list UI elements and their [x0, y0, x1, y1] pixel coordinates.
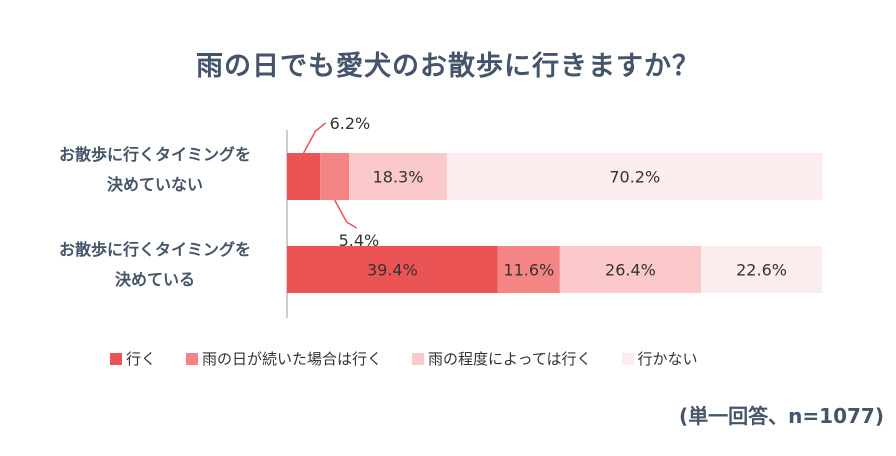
bar-segment-1-0: [287, 246, 498, 293]
category-label-0-line2: 決めていない: [106, 175, 203, 194]
bar-segment-0-2: [349, 153, 447, 200]
category-label-1-line2: 決めている: [114, 270, 195, 289]
legend-item-3: 行かない: [621, 348, 698, 369]
legend-swatch-2: [412, 352, 425, 365]
bar-segment-1-2: [559, 246, 702, 293]
data-label-1-0: 39.4%: [367, 261, 418, 280]
data-label-0-1: 5.4%: [339, 231, 380, 250]
legend-item-1: 雨の日が続いた場合は行く: [186, 348, 382, 369]
callout-line-0-0: [302, 122, 327, 154]
legend-swatch-0: [110, 352, 122, 365]
legend-label-1: 雨の日が続いた場合は行く: [202, 350, 383, 368]
legend-swatch-3: [621, 352, 634, 365]
data-label-1-1: 11.6%: [503, 261, 554, 280]
bar-segment-1-3: [701, 246, 822, 293]
legend: 行く 雨の日が続いた場合は行く 雨の程度によっては行く 行かない: [110, 348, 728, 369]
chart-title: 雨の日でも愛犬のお散歩に行きますか？: [196, 51, 700, 82]
callout-line-0-1: [333, 199, 358, 229]
legend-item-2: 雨の程度によっては行く: [412, 348, 592, 369]
sample-note: (単一回答、n=1077): [679, 404, 884, 428]
bar-segment-0-1: [320, 153, 350, 200]
category-label-0: お散歩に行くタイミングを 決めていない: [30, 140, 280, 200]
bar-segment-0-3: [446, 153, 823, 200]
data-label-1-2: 26.4%: [605, 261, 656, 280]
legend-swatch-1: [186, 352, 199, 365]
legend-item-0: 行く: [110, 348, 156, 369]
bar-segment-0-0: [287, 153, 321, 200]
bar-segment-1-1: [497, 246, 560, 293]
data-label-1-3: 22.6%: [736, 261, 787, 280]
category-label-1: お散歩に行くタイミングを 決めている: [30, 235, 280, 295]
category-label-1-line1: お散歩に行くタイミングを: [58, 240, 251, 259]
data-label-0-3: 70.2%: [609, 168, 660, 187]
legend-label-2: 雨の程度によっては行く: [428, 350, 592, 368]
legend-label-0: 行く: [126, 350, 157, 368]
data-label-0-0: 6.2%: [330, 114, 371, 133]
data-label-0-2: 18.3%: [373, 168, 424, 187]
category-label-0-line1: お散歩に行くタイミングを: [58, 145, 251, 164]
legend-label-3: 行かない: [637, 350, 698, 368]
